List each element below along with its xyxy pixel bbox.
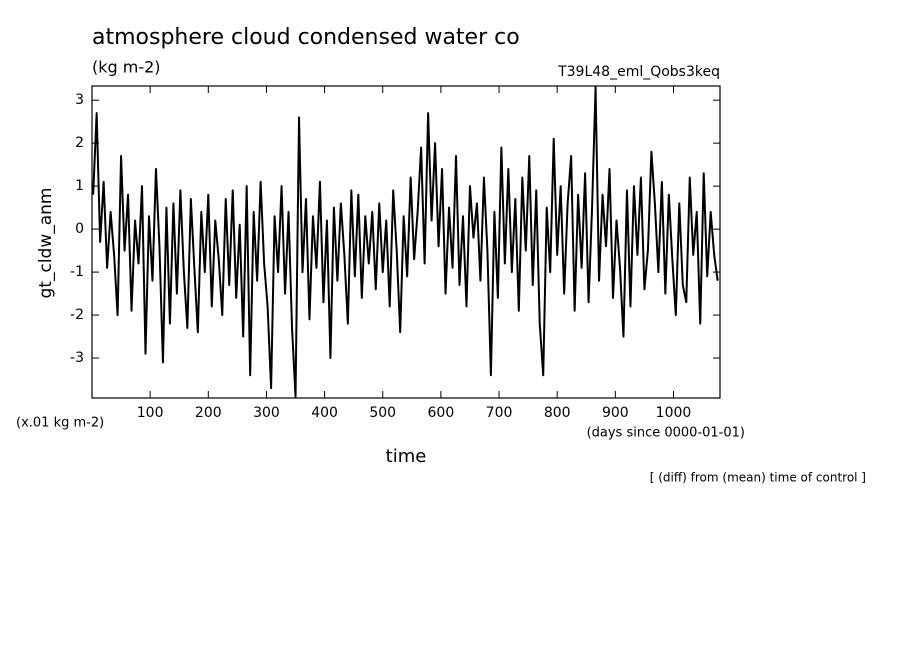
chart-title: atmosphere cloud condensed water co: [92, 25, 520, 50]
x-tick-label: 500: [369, 405, 396, 421]
x-tick-label: 700: [486, 405, 513, 421]
x-tick-label: 600: [428, 405, 455, 421]
x-tick-label: 900: [602, 405, 629, 421]
y-tick-label: 3: [75, 92, 84, 108]
plot-area: [92, 86, 719, 398]
data-line: [92, 86, 719, 398]
x-tick-label: 400: [311, 405, 338, 421]
x-tick-label: 1000: [656, 405, 692, 421]
x-tick-label: 800: [544, 405, 571, 421]
y-axis-label: gt_cldw_anm: [36, 188, 56, 299]
x-tick-label: 100: [137, 405, 164, 421]
plot-frame: [91, 85, 721, 399]
x-axis-units: (days since 0000-01-01): [587, 426, 745, 441]
y-axis-units: (x.01 kg m-2): [16, 416, 104, 431]
run-label: T39L48_eml_Qobs3keq: [557, 64, 720, 80]
x-axis-label: time: [386, 446, 427, 467]
y-tick-label: 0: [75, 221, 84, 237]
note: [ (diff) from (mean) time of control ]: [650, 471, 866, 485]
x-tick-label: 300: [253, 405, 280, 421]
y-tick-label: -1: [70, 264, 84, 280]
y-tick-label: -2: [70, 307, 84, 323]
chart-subtitle: (kg m-2): [92, 58, 161, 77]
y-tick-label: -3: [70, 350, 84, 366]
y-tick-label: 2: [75, 135, 84, 151]
x-tick-label: 200: [195, 405, 222, 421]
y-tick-label: 1: [75, 178, 84, 194]
